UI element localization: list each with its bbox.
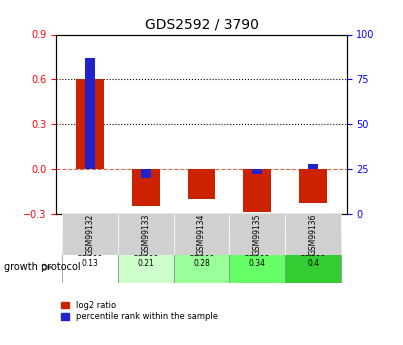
Text: GSM99136: GSM99136 (309, 214, 318, 255)
FancyBboxPatch shape (229, 235, 285, 283)
Title: GDS2592 / 3790: GDS2592 / 3790 (145, 18, 258, 32)
Bar (252, 169, 262, 175)
Text: GSM99134: GSM99134 (197, 214, 206, 255)
Bar (187, 169, 216, 199)
FancyBboxPatch shape (62, 235, 118, 283)
Text: GSM99132: GSM99132 (85, 214, 94, 255)
Text: OD600
0.21: OD600 0.21 (133, 249, 159, 268)
Bar (299, 169, 327, 203)
FancyBboxPatch shape (174, 235, 229, 283)
FancyBboxPatch shape (285, 214, 341, 255)
Bar (85, 58, 95, 169)
Bar (243, 169, 271, 211)
Text: GSM99133: GSM99133 (141, 214, 150, 255)
Text: OD600
0.4: OD600 0.4 (300, 249, 326, 268)
Bar (132, 169, 160, 206)
Bar (76, 79, 104, 169)
Text: GSM99135: GSM99135 (253, 214, 262, 255)
Text: OD600
0.34: OD600 0.34 (244, 249, 270, 268)
Text: OD600
0.13: OD600 0.13 (77, 249, 103, 268)
FancyBboxPatch shape (285, 235, 341, 283)
FancyBboxPatch shape (174, 214, 229, 255)
FancyBboxPatch shape (62, 214, 118, 255)
FancyBboxPatch shape (229, 214, 285, 255)
Text: growth protocol: growth protocol (4, 263, 81, 272)
FancyBboxPatch shape (118, 235, 174, 283)
Bar (308, 164, 318, 169)
Bar (141, 169, 151, 178)
FancyBboxPatch shape (118, 214, 174, 255)
Legend: log2 ratio, percentile rank within the sample: log2 ratio, percentile rank within the s… (60, 301, 218, 321)
Text: OD600
0.28: OD600 0.28 (188, 249, 215, 268)
